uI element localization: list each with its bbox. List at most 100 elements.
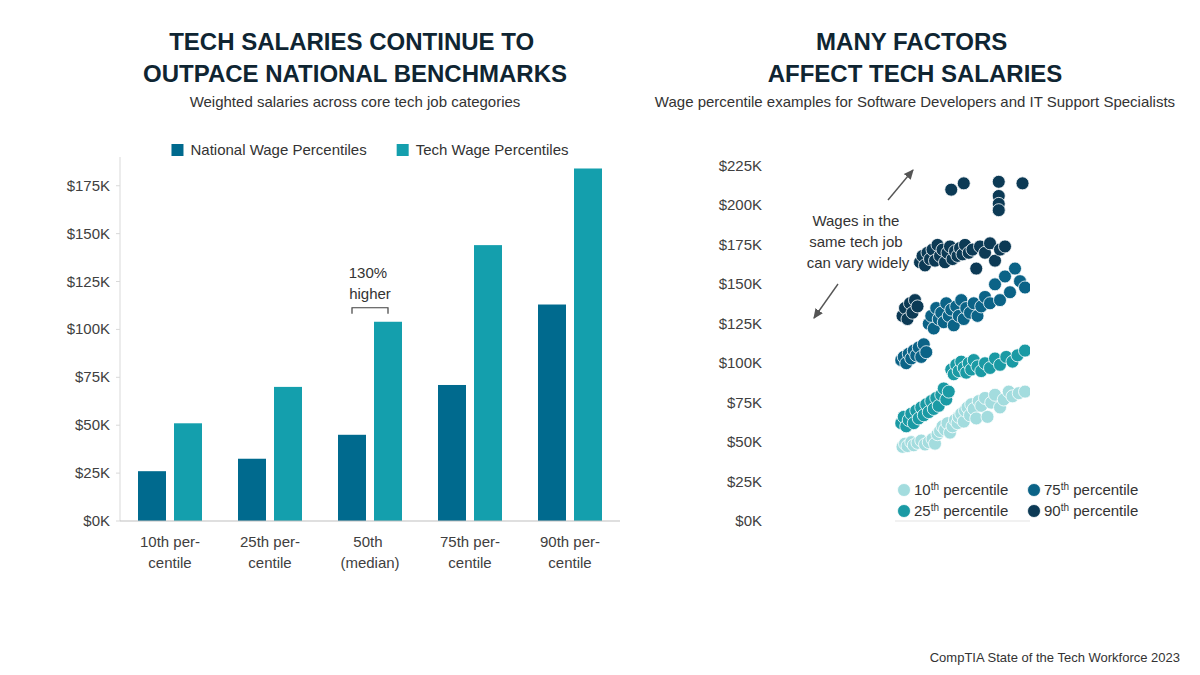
y-tick-label-line: $125K bbox=[719, 315, 762, 332]
legend-marker bbox=[1028, 505, 1041, 518]
point bbox=[1019, 385, 1031, 398]
x-tick-label: 10th per-centile bbox=[140, 533, 200, 571]
point bbox=[981, 410, 994, 423]
y-tick-label: $50K bbox=[75, 416, 110, 433]
bar bbox=[274, 387, 302, 521]
legend-label: Tech Wage Percentiles bbox=[416, 141, 569, 158]
point bbox=[970, 262, 983, 275]
y-tick-label: $125K bbox=[719, 315, 762, 332]
y-tick-label: $75K bbox=[75, 368, 110, 385]
x-tick-label-line: centile bbox=[148, 554, 191, 571]
point bbox=[992, 204, 1005, 217]
bar bbox=[238, 459, 266, 521]
point bbox=[1016, 177, 1029, 190]
y-tick bbox=[116, 185, 120, 186]
chart-canvas: TECH SALARIES CONTINUE TO OUTPACE NATION… bbox=[0, 0, 1200, 675]
y-tick-label: $150K bbox=[67, 225, 110, 242]
y-tick-label: $125K bbox=[67, 273, 110, 290]
y-tick-label-line: $50K bbox=[727, 433, 762, 450]
annotation: Wages in the same tech job can vary wide… bbox=[807, 212, 910, 271]
annotation-line: same tech job bbox=[809, 233, 907, 250]
y-tick-label-line: $175K bbox=[67, 177, 110, 194]
bar bbox=[138, 471, 166, 521]
y-tick-label-line: $25K bbox=[75, 464, 110, 481]
chart-subtitle: Wage percentile examples for Software De… bbox=[655, 93, 1175, 110]
y-tick bbox=[116, 329, 120, 330]
point bbox=[1009, 262, 1022, 275]
chart-subtitle-line: Wage percentile examples for Software De… bbox=[655, 93, 1175, 110]
x-tick-label-line: 25th per- bbox=[240, 533, 300, 550]
y-tick-label: $0K bbox=[83, 512, 110, 529]
legend-label: 25th percentile bbox=[914, 502, 1008, 519]
annotation-line: 130% bbox=[349, 264, 392, 281]
y-tick-label: $175K bbox=[67, 177, 110, 194]
y-tick-label-line: $25K bbox=[727, 473, 762, 490]
y-tick bbox=[116, 281, 120, 282]
y-tick-label-line: $150K bbox=[67, 225, 110, 242]
legend-label-suffix: th bbox=[931, 502, 939, 513]
point bbox=[920, 346, 933, 359]
legend-swatch bbox=[171, 144, 183, 156]
y-tick bbox=[116, 521, 120, 522]
y-tick-label: $50K bbox=[727, 433, 762, 450]
y-tick bbox=[116, 377, 120, 378]
point bbox=[911, 300, 924, 313]
point bbox=[1019, 281, 1031, 294]
point bbox=[957, 177, 970, 190]
annotation-line: Wages in the bbox=[812, 212, 903, 229]
legend-label-suffix: th bbox=[1061, 481, 1069, 492]
chart-title: TECH SALARIES CONTINUE TO OUTPACE NATION… bbox=[143, 28, 567, 87]
y-tick-label-line: $200K bbox=[719, 196, 762, 213]
x-tick-label: 75th per-centile bbox=[440, 533, 500, 571]
x-tick-label-line: 75th per- bbox=[440, 533, 500, 550]
y-tick-label: $100K bbox=[67, 320, 110, 337]
annotation-line: can vary widely bbox=[807, 254, 910, 271]
point bbox=[999, 240, 1012, 253]
legend-label: National Wage Percentiles bbox=[190, 141, 366, 158]
y-tick-label: $75K bbox=[727, 394, 762, 411]
x-tick-label-line: 50th bbox=[353, 533, 386, 550]
chart-title-line: OUTPACE NATIONAL BENCHMARKS bbox=[143, 60, 567, 87]
y-tick-label-line: $50K bbox=[75, 416, 110, 433]
x-tick-label: 50th (median) bbox=[340, 533, 399, 571]
y-axis-line bbox=[120, 157, 121, 521]
y-tick-label-line: $100K bbox=[719, 354, 762, 371]
chart-subtitle: Weighted salaries across core tech job c… bbox=[190, 93, 521, 110]
bar bbox=[438, 385, 466, 521]
background bbox=[0, 0, 1200, 675]
bar bbox=[374, 322, 402, 521]
x-tick-label-line: 90th per- bbox=[540, 533, 600, 550]
y-tick-label: $25K bbox=[727, 473, 762, 490]
y-tick-label: $175K bbox=[719, 236, 762, 253]
x-tick-label-line: centile bbox=[248, 554, 291, 571]
chart-title-line: AFFECT TECH SALARIES bbox=[768, 60, 1063, 87]
y-tick-label-line: $75K bbox=[727, 394, 762, 411]
bar bbox=[574, 168, 602, 521]
x-tick-label: 90th per-centile bbox=[540, 533, 600, 571]
legend-marker bbox=[898, 484, 911, 497]
legend-label-rest: percentile bbox=[939, 502, 1008, 519]
annotation: 130% higher bbox=[349, 264, 392, 302]
bar bbox=[538, 305, 566, 521]
legend-label-rest: percentile bbox=[939, 481, 1008, 498]
annotation-arrow bbox=[888, 170, 913, 200]
chart-title-line: TECH SALARIES CONTINUE TO bbox=[169, 28, 541, 55]
x-axis-line bbox=[895, 521, 1030, 522]
bars bbox=[138, 168, 602, 521]
bar bbox=[338, 435, 366, 521]
y-tick bbox=[116, 473, 120, 474]
y-tick-label-line: $150K bbox=[719, 275, 762, 292]
source-note: CompTIA State of the Tech Workforce 2023 bbox=[930, 650, 1180, 665]
annotation-bracket bbox=[352, 308, 388, 314]
legend-label: 90th percentile bbox=[1044, 502, 1138, 519]
x-tick-label-line: 10th per- bbox=[140, 533, 200, 550]
point bbox=[942, 385, 955, 398]
chart-subtitle-line: Weighted salaries across core tech job c… bbox=[190, 93, 521, 110]
y-tick-label: $150K bbox=[719, 275, 762, 292]
legend-label-suffix: th bbox=[1061, 502, 1069, 513]
y-tick-label: $225K bbox=[719, 157, 762, 174]
y-tick-label-line: $0K bbox=[735, 512, 762, 529]
y-tick-label-line: $100K bbox=[67, 320, 110, 337]
points bbox=[895, 175, 1030, 453]
legend-label-suffix: th bbox=[931, 481, 939, 492]
